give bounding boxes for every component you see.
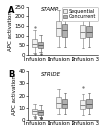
Y-axis label: APC activation: APC activation xyxy=(8,11,13,51)
Text: A: A xyxy=(8,6,15,15)
PathPatch shape xyxy=(38,110,43,115)
PathPatch shape xyxy=(86,99,92,108)
Text: STRIDE: STRIDE xyxy=(41,72,61,77)
PathPatch shape xyxy=(62,99,68,108)
PathPatch shape xyxy=(56,97,61,108)
Text: B: B xyxy=(8,70,15,79)
PathPatch shape xyxy=(86,26,92,37)
PathPatch shape xyxy=(56,21,61,36)
PathPatch shape xyxy=(32,109,37,114)
PathPatch shape xyxy=(80,25,86,38)
Y-axis label: APC activation: APC activation xyxy=(12,76,17,115)
PathPatch shape xyxy=(80,100,86,109)
PathPatch shape xyxy=(62,24,68,37)
PathPatch shape xyxy=(38,42,43,48)
PathPatch shape xyxy=(32,39,37,47)
Legend: Sequential, Concurrent: Sequential, Concurrent xyxy=(62,7,98,21)
Text: STAMP: STAMP xyxy=(41,7,59,12)
